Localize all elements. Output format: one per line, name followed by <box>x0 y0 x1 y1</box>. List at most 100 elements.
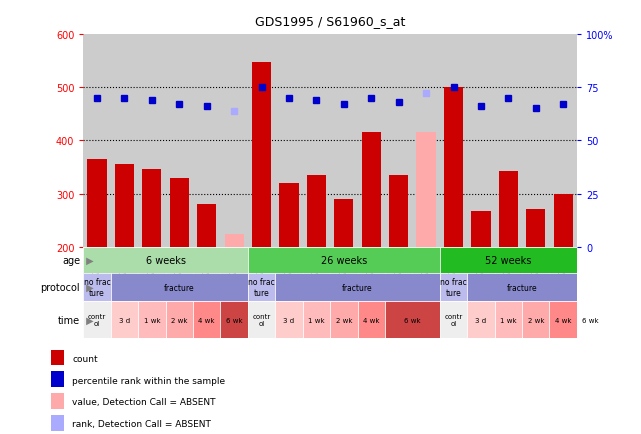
Bar <box>549 247 577 297</box>
Text: no frac
ture: no frac ture <box>84 278 110 297</box>
Text: 2 wk: 2 wk <box>528 317 544 323</box>
Text: contr
ol: contr ol <box>444 314 463 326</box>
Bar <box>440 273 467 302</box>
Bar <box>83 247 248 273</box>
Text: 6 weeks: 6 weeks <box>146 256 186 265</box>
Text: 3 d: 3 d <box>119 317 130 323</box>
Text: GSM22265: GSM22265 <box>202 250 212 287</box>
Bar <box>522 302 549 339</box>
Bar <box>554 194 573 247</box>
Text: ▶: ▶ <box>83 283 94 293</box>
Text: 6 wk: 6 wk <box>582 317 599 323</box>
Bar <box>275 273 440 302</box>
Text: ▶: ▶ <box>83 315 94 325</box>
Text: GSM22274: GSM22274 <box>449 250 458 287</box>
Bar <box>197 205 216 247</box>
Bar <box>193 302 221 339</box>
Bar <box>362 133 381 247</box>
Text: GSM22166: GSM22166 <box>120 250 129 287</box>
Text: 1 wk: 1 wk <box>500 317 517 323</box>
Text: percentile rank within the sample: percentile rank within the sample <box>72 376 226 385</box>
Bar <box>111 302 138 339</box>
Bar <box>499 172 518 247</box>
Bar <box>330 247 358 297</box>
Bar <box>334 200 353 247</box>
Text: 4 wk: 4 wk <box>363 317 379 323</box>
Text: rank, Detection Call = ABSENT: rank, Detection Call = ABSENT <box>72 419 211 428</box>
Bar <box>87 160 106 247</box>
Text: GSM22277: GSM22277 <box>504 250 513 287</box>
Bar <box>224 234 244 247</box>
Text: GSM22273: GSM22273 <box>422 250 431 287</box>
Bar <box>221 302 248 339</box>
Text: count: count <box>72 354 98 363</box>
Bar <box>170 178 189 247</box>
Bar <box>467 247 495 297</box>
Bar <box>138 302 165 339</box>
Bar <box>111 273 248 302</box>
Text: GSM22279: GSM22279 <box>531 250 540 287</box>
Text: GSM22276: GSM22276 <box>476 250 485 287</box>
Text: GSM22280: GSM22280 <box>559 250 568 287</box>
Bar <box>389 176 408 247</box>
Text: ▶: ▶ <box>83 256 94 265</box>
Bar <box>385 302 440 339</box>
Bar <box>193 247 221 297</box>
Text: 4 wk: 4 wk <box>555 317 571 323</box>
Text: 2 wk: 2 wk <box>336 317 352 323</box>
Text: protocol: protocol <box>40 283 80 293</box>
Bar <box>51 415 64 431</box>
Text: 6 wk: 6 wk <box>226 317 242 323</box>
Bar <box>51 350 64 365</box>
Bar <box>142 169 162 247</box>
Text: no frac
ture: no frac ture <box>440 278 467 297</box>
Text: 3 d: 3 d <box>283 317 295 323</box>
Text: 2 wk: 2 wk <box>171 317 188 323</box>
Bar <box>111 247 138 297</box>
Bar <box>549 302 577 339</box>
Bar <box>417 133 436 247</box>
Bar <box>51 393 64 409</box>
Text: GDS1995 / S61960_s_at: GDS1995 / S61960_s_at <box>255 15 405 28</box>
Text: contr
ol: contr ol <box>88 314 106 326</box>
Bar <box>303 302 330 339</box>
Bar <box>307 176 326 247</box>
Text: 26 weeks: 26 weeks <box>320 256 367 265</box>
Bar <box>303 247 330 297</box>
Bar <box>279 184 299 247</box>
Bar <box>115 165 134 247</box>
Bar <box>471 212 490 247</box>
Bar <box>358 247 385 297</box>
Bar <box>138 247 165 297</box>
Bar <box>467 273 577 302</box>
Bar <box>526 209 545 247</box>
Text: 1 wk: 1 wk <box>308 317 325 323</box>
Text: GSM22271: GSM22271 <box>367 250 376 287</box>
Bar <box>165 247 193 297</box>
Bar <box>275 247 303 297</box>
Bar <box>440 302 467 339</box>
Text: 4 wk: 4 wk <box>199 317 215 323</box>
Bar <box>577 302 604 339</box>
Text: GSM22263: GSM22263 <box>147 250 156 287</box>
Bar <box>83 302 111 339</box>
Bar <box>248 302 275 339</box>
Bar <box>165 302 193 339</box>
Bar <box>221 247 248 297</box>
Bar <box>252 63 271 247</box>
Text: GSM22264: GSM22264 <box>175 250 184 287</box>
Text: value, Detection Call = ABSENT: value, Detection Call = ABSENT <box>72 398 216 406</box>
Bar <box>522 247 549 297</box>
Bar <box>412 247 440 297</box>
Text: contr
ol: contr ol <box>253 314 271 326</box>
Text: 3 d: 3 d <box>476 317 487 323</box>
Text: GSM22266: GSM22266 <box>229 250 238 287</box>
Text: fracture: fracture <box>507 283 537 292</box>
Text: GSM22269: GSM22269 <box>312 250 321 287</box>
Bar <box>467 302 495 339</box>
Bar <box>495 302 522 339</box>
Text: no frac
ture: no frac ture <box>248 278 275 297</box>
Bar <box>330 302 358 339</box>
Text: GSM22268: GSM22268 <box>285 250 294 287</box>
Text: fracture: fracture <box>342 283 373 292</box>
